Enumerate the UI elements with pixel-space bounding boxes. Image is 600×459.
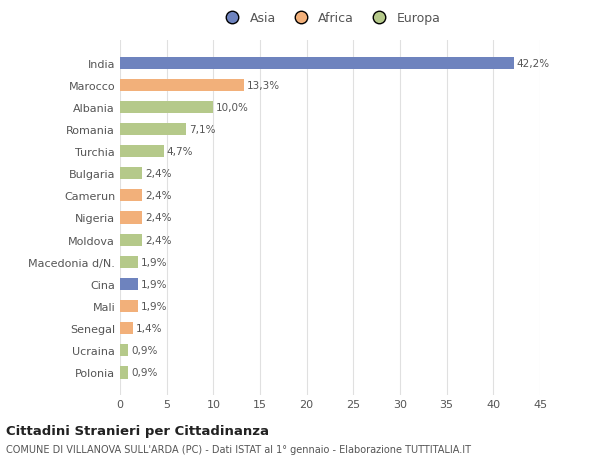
Bar <box>120 146 164 158</box>
Bar <box>120 234 142 246</box>
Text: 1,4%: 1,4% <box>136 324 163 333</box>
Bar <box>120 101 214 114</box>
Bar <box>120 256 138 268</box>
Bar <box>120 57 514 69</box>
Text: 2,4%: 2,4% <box>145 191 172 201</box>
Bar <box>120 190 142 202</box>
Text: 0,9%: 0,9% <box>131 368 158 378</box>
Bar <box>120 212 142 224</box>
Text: 10,0%: 10,0% <box>216 103 249 112</box>
Text: 2,4%: 2,4% <box>145 235 172 245</box>
Bar <box>120 123 186 136</box>
Bar <box>120 322 133 335</box>
Bar <box>120 278 138 291</box>
Text: 1,9%: 1,9% <box>140 257 167 267</box>
Text: 4,7%: 4,7% <box>167 147 193 157</box>
Bar <box>120 344 128 357</box>
Text: 2,4%: 2,4% <box>145 169 172 179</box>
Text: 7,1%: 7,1% <box>189 125 215 134</box>
Legend: Asia, Africa, Europa: Asia, Africa, Europa <box>220 12 440 25</box>
Bar <box>120 367 128 379</box>
Bar <box>120 168 142 180</box>
Text: Cittadini Stranieri per Cittadinanza: Cittadini Stranieri per Cittadinanza <box>6 425 269 437</box>
Bar <box>120 79 244 92</box>
Bar <box>120 300 138 313</box>
Text: 2,4%: 2,4% <box>145 213 172 223</box>
Text: 1,9%: 1,9% <box>140 279 167 289</box>
Text: 0,9%: 0,9% <box>131 346 158 356</box>
Text: 42,2%: 42,2% <box>517 58 550 68</box>
Text: 13,3%: 13,3% <box>247 80 280 90</box>
Text: COMUNE DI VILLANOVA SULL'ARDA (PC) - Dati ISTAT al 1° gennaio - Elaborazione TUT: COMUNE DI VILLANOVA SULL'ARDA (PC) - Dat… <box>6 444 471 454</box>
Text: 1,9%: 1,9% <box>140 302 167 311</box>
